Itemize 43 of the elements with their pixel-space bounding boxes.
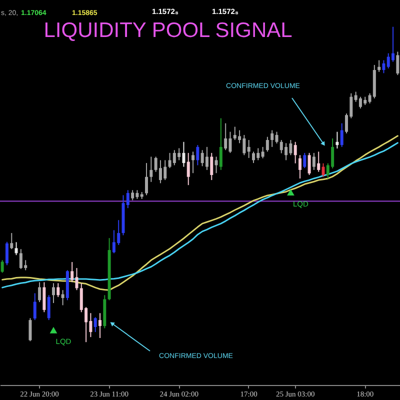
- candlestick: [150, 156, 153, 182]
- candlestick: [210, 152, 214, 181]
- candlestick: [317, 151, 320, 172]
- candlestick: [270, 130, 274, 148]
- candlestick: [382, 60, 386, 74]
- candlestick: [56, 282, 60, 298]
- candlestick: [219, 118, 222, 170]
- candlestick: [340, 122, 344, 148]
- candlestick: [294, 141, 297, 164]
- candlestick: [28, 318, 32, 342]
- candlestick: [396, 51, 400, 76]
- candlestick: [42, 282, 46, 313]
- candlestick: [261, 146, 264, 159]
- candlestick: [145, 162, 148, 196]
- candlestick: [33, 292, 36, 321]
- candlestick: [247, 140, 250, 158]
- candlestick: [224, 122, 228, 151]
- candlestick: [378, 60, 381, 72]
- candlestick: [98, 312, 102, 339]
- candlestick: [322, 162, 325, 178]
- candlestick: [205, 146, 208, 170]
- candlestick: [186, 152, 190, 186]
- candlestick: [10, 232, 14, 250]
- candlestick: [298, 154, 302, 179]
- candlestick: [196, 144, 200, 166]
- candlestick: [38, 282, 42, 303]
- candlestick: [192, 151, 195, 174]
- candlestick: [266, 136, 269, 152]
- candlestick: [94, 316, 97, 333]
- candlestick: [214, 156, 218, 174]
- candlestick: [336, 131, 339, 150]
- candlestick: [5, 241, 8, 266]
- candlestick: [14, 242, 18, 256]
- candlestick: [312, 152, 316, 170]
- candlestick: [308, 152, 311, 176]
- candlestick: [303, 152, 306, 169]
- chart-title: LIQUIDITY POOL SIGNAL: [44, 19, 292, 42]
- candlestick: [52, 282, 55, 304]
- candlestick: [47, 294, 50, 321]
- candlestick: [0, 260, 4, 274]
- candlestick: [182, 141, 186, 168]
- candlestick: [61, 290, 64, 306]
- candlestick: [131, 190, 134, 201]
